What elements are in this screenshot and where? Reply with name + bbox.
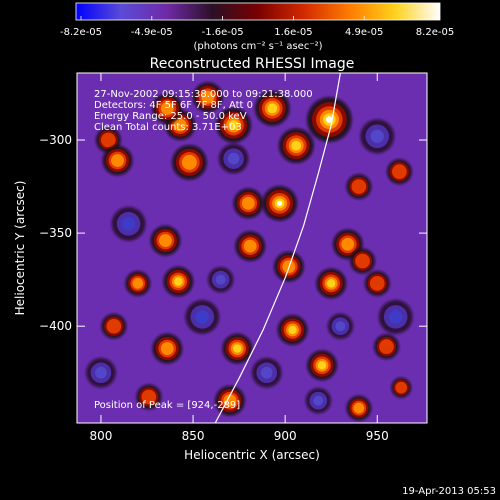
heatmap-cell bbox=[132, 278, 144, 289]
heatmap-cell bbox=[341, 237, 355, 251]
solar-limb-line bbox=[214, 73, 341, 423]
colorbar-tick-label: -8.2e-05 bbox=[60, 27, 102, 38]
x-tick-label: 950 bbox=[366, 429, 389, 443]
heatmap-cell bbox=[355, 253, 370, 269]
heatmap-cell bbox=[160, 101, 174, 115]
annotation-clean-counts: Clean Total counts: 3.71E+03 bbox=[94, 122, 242, 133]
heatmap-cell bbox=[351, 179, 367, 194]
heatmap-cell bbox=[111, 154, 124, 167]
heatmap-cell bbox=[260, 366, 273, 379]
heatmap-cell bbox=[215, 274, 226, 285]
heatmap-cell bbox=[174, 277, 183, 286]
heatmap-cell bbox=[370, 129, 384, 143]
heatmap-cell bbox=[291, 140, 302, 151]
annotation-block: 27-Nov-2002 09:15:38.000 to 09:21:38.000… bbox=[94, 89, 313, 411]
plot-frame bbox=[76, 72, 428, 424]
x-tick-label: 900 bbox=[274, 429, 297, 443]
colorbar-ticks: -8.2e-05 -4.9e-05 -1.6e-05 1.6e-05 4.9e-05 8.… bbox=[60, 16, 454, 38]
heatmap-cell bbox=[100, 132, 116, 148]
heatmap-cell bbox=[369, 276, 385, 291]
heatmap-cell bbox=[395, 381, 408, 394]
heatmap-cell bbox=[141, 389, 157, 405]
heatmap-cell bbox=[201, 90, 215, 104]
y-axis-label: Heliocentric Y (arcsec) bbox=[13, 181, 27, 316]
heatmap-cell bbox=[392, 164, 407, 180]
heatmap-cell bbox=[277, 200, 283, 206]
heatmap-cell bbox=[379, 339, 394, 355]
annotation-time-range: 27-Nov-2002 09:15:38.000 to 09:21:38.000 bbox=[94, 89, 313, 100]
heatmap-cell bbox=[243, 239, 257, 253]
heatmap-cell bbox=[353, 402, 365, 414]
heatmap-cell bbox=[288, 325, 297, 335]
heatmap-cell bbox=[233, 344, 242, 353]
y-axis-ticks: −300 −350 −400 bbox=[39, 133, 427, 333]
y-tick-label: −350 bbox=[39, 226, 72, 240]
heatmap-cell bbox=[95, 366, 107, 379]
annotation-peak-position: Position of Peak = [924,-289] bbox=[94, 400, 240, 411]
heatmap-cell bbox=[227, 152, 240, 165]
heatmap-cell bbox=[159, 234, 172, 247]
heatmap-cell bbox=[327, 279, 336, 288]
x-axis-label: Heliocentric X (arcsec) bbox=[184, 448, 320, 462]
colorbar-tick-label: 4.9e-05 bbox=[345, 27, 383, 38]
heatmap-cell bbox=[195, 310, 209, 324]
heatmap-cell bbox=[326, 116, 333, 123]
heatmap-cell bbox=[267, 103, 278, 114]
x-axis-ticks: 800 850 900 950 bbox=[89, 73, 389, 443]
heatmap-cell bbox=[389, 310, 403, 324]
x-tick-label: 800 bbox=[89, 429, 112, 443]
heatmap-cell bbox=[181, 154, 197, 170]
heatmap-cell bbox=[228, 120, 239, 131]
heatmap-cell bbox=[173, 118, 187, 132]
y-tick-label: −300 bbox=[39, 133, 72, 147]
colorbar-tick-label: -1.6e-05 bbox=[202, 27, 244, 38]
heatmap-cell bbox=[223, 394, 237, 408]
heatmap-cell bbox=[160, 342, 174, 355]
heatmap-cell bbox=[121, 217, 136, 231]
heatmap-cell bbox=[106, 318, 122, 334]
heatmap-cell bbox=[241, 196, 255, 210]
heatmap-cell bbox=[313, 395, 324, 406]
heatmap-image bbox=[86, 82, 413, 421]
colorbar-unit-label: (photons cm⁻² s⁻¹ asec⁻²) bbox=[193, 41, 322, 52]
chart-title: Reconstructed RHESSI Image bbox=[150, 56, 355, 72]
footer-timestamp: 19-Apr-2013 05:53 bbox=[402, 486, 496, 497]
colorbar bbox=[75, 2, 441, 21]
colorbar-tick-label: 1.6e-05 bbox=[274, 27, 312, 38]
heatmap-cell bbox=[317, 361, 327, 370]
x-tick-label: 850 bbox=[182, 429, 205, 443]
heatmap-cell bbox=[335, 321, 346, 332]
colorbar-tick-label: -4.9e-05 bbox=[131, 27, 173, 38]
annotation-detectors: Detectors: 4F 5F 6F 7F 8F, Att 0 bbox=[94, 100, 253, 111]
colorbar-tick-label: 8.2e-05 bbox=[416, 27, 454, 38]
y-tick-label: −400 bbox=[39, 319, 72, 333]
annotation-energy-range: Energy Range: 25.0 - 50.0 keV bbox=[94, 111, 247, 122]
